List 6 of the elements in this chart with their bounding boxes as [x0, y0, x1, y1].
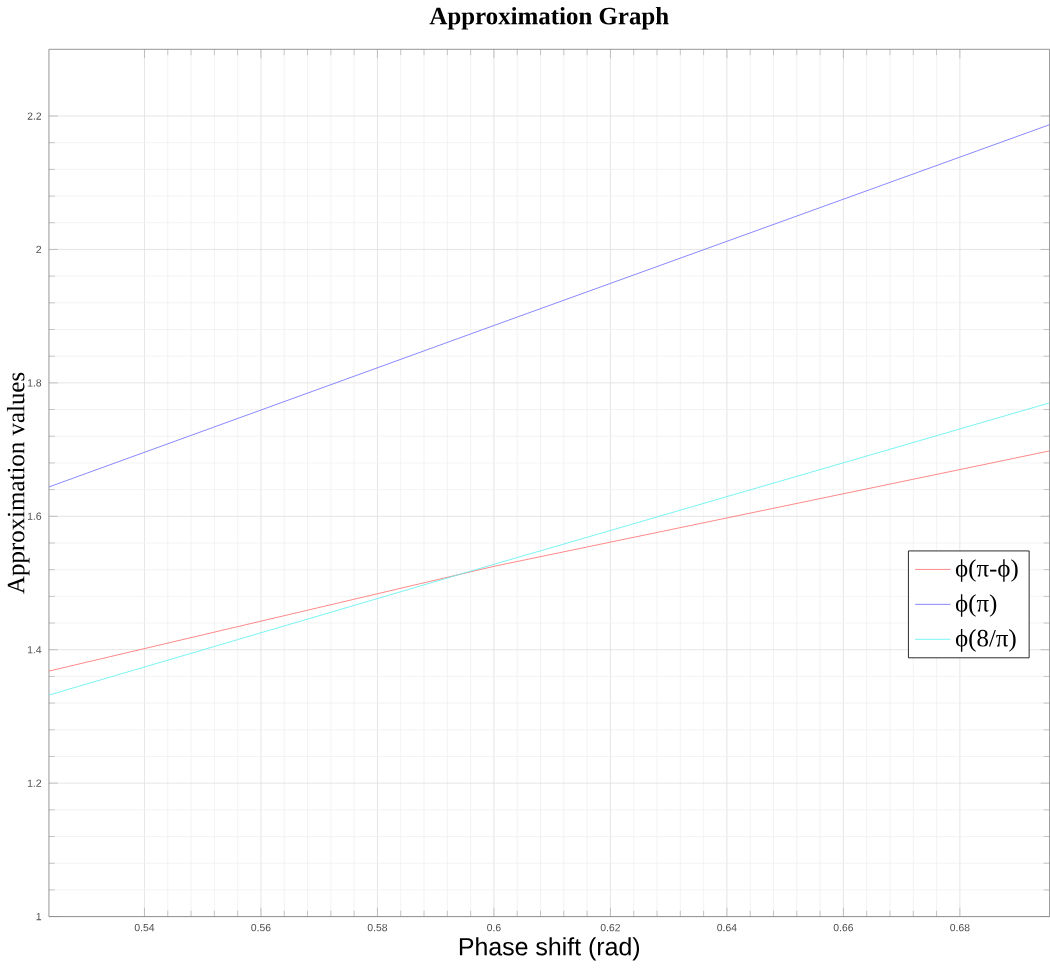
legend-label: ϕ(8/π) — [955, 629, 1016, 652]
x-axis-title: Phase shift (rad) — [459, 937, 640, 961]
chart-title: Approximation Graph — [429, 7, 669, 30]
y-axis-title: Approximation values — [6, 373, 30, 595]
legend-label: ϕ(π) — [955, 594, 997, 618]
legend-label: ϕ(π-ϕ) — [955, 559, 1018, 583]
